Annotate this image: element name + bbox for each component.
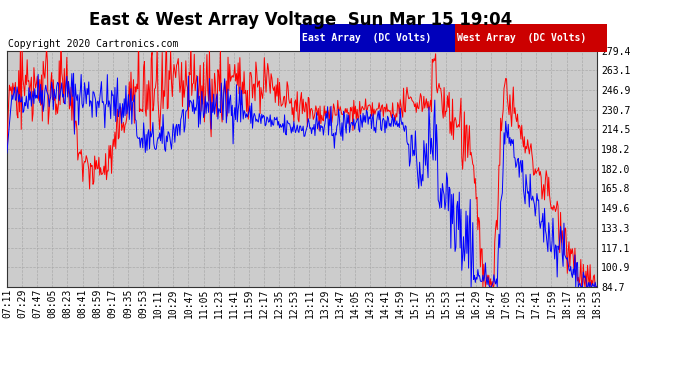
Text: East Array  (DC Volts): East Array (DC Volts) — [302, 33, 431, 43]
Text: East & West Array Voltage  Sun Mar 15 19:04: East & West Array Voltage Sun Mar 15 19:… — [88, 11, 512, 29]
Text: West Array  (DC Volts): West Array (DC Volts) — [457, 33, 586, 43]
Text: Copyright 2020 Cartronics.com: Copyright 2020 Cartronics.com — [8, 39, 179, 50]
